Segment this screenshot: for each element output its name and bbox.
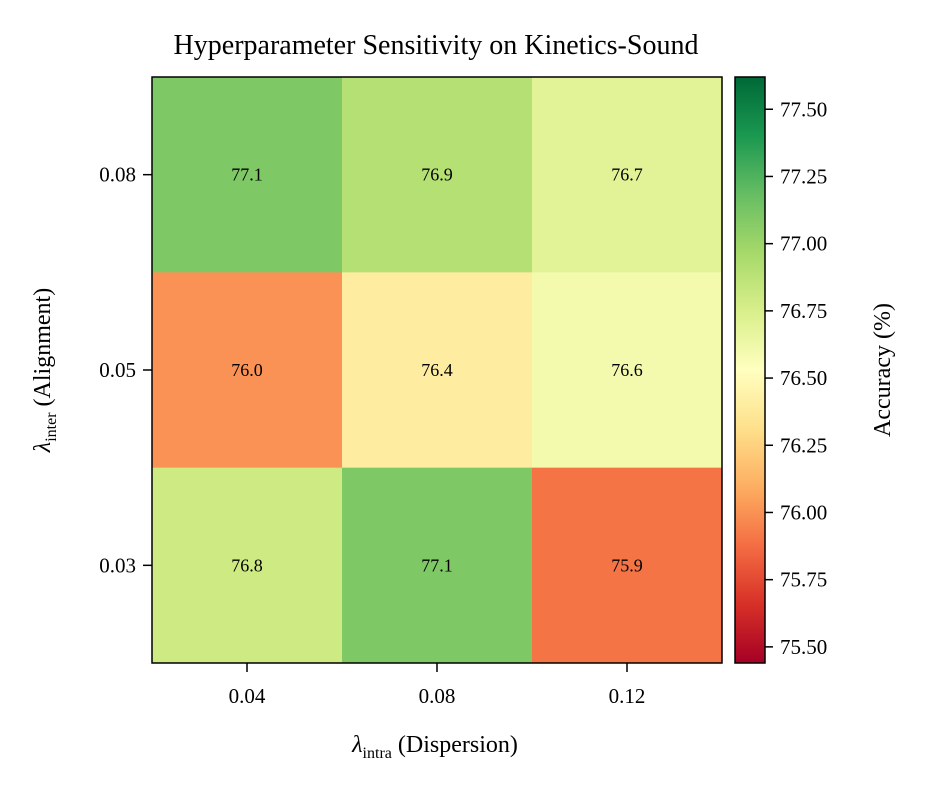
colorbar [734,76,766,664]
colorbar-ticks: 75.50 75.75 76.00 76.25 76.50 76.75 77.00 77.25… [765,97,827,659]
y-axis-subscript: inter [43,412,60,442]
x-axis-ticks: 0.04 0.08 0.12 [229,663,646,708]
colorbar-tick-label: 77.50 [780,97,827,121]
colorbar-tick-label: 77.00 [780,232,827,256]
colorbar-tick-label: 76.50 [780,366,827,390]
cell-value-label: 76.6 [611,360,643,380]
x-tick-label: 0.12 [609,684,646,708]
x-axis-label: λintra (Dispersion) [351,732,518,762]
colorbar-label: Accuracy (%) [870,303,896,437]
chart-title: Hyperparameter Sensitivity on Kinetics-S… [174,30,699,61]
heatmap-cell [152,467,343,664]
heatmap-cell [152,272,343,469]
heatmap-cell [532,467,723,664]
y-axis-label-suffix: (Alignment) [30,288,56,413]
y-tick-label: 0.03 [99,553,136,577]
heatmap-cell [342,467,533,664]
cell-value-label: 77.1 [231,165,263,185]
heatmap-cell-labels: 77.1 76.9 76.7 76.0 76.4 76.6 76.8 77.1 75.9 [231,165,643,576]
colorbar-tick-label: 76.00 [780,500,827,524]
cell-value-label: 77.1 [421,555,453,575]
y-tick-label: 0.08 [99,163,136,187]
cell-value-label: 76.8 [231,555,263,575]
heatmap-cell [342,77,533,273]
x-tick-label: 0.04 [229,684,266,708]
y-axis-symbol: λ [30,442,56,453]
cell-value-label: 75.9 [611,555,643,575]
colorbar-tick-label: 76.25 [780,433,827,457]
x-axis-symbol: λ [351,732,362,758]
y-axis-ticks: 0.08 0.05 0.03 [99,163,152,577]
heatmap-cell [532,77,723,273]
cell-value-label: 76.7 [611,165,643,185]
heatmap-cell [152,77,343,273]
y-axis-label: λinter (Alignment) [30,288,60,453]
colorbar-tick-label: 75.50 [780,635,827,659]
cell-value-label: 76.4 [421,360,453,380]
x-tick-label: 0.08 [419,684,456,708]
x-axis-subscript: intra [363,745,392,762]
cell-value-label: 76.0 [231,360,263,380]
y-tick-label: 0.05 [99,358,136,382]
colorbar-tick-label: 75.75 [780,568,827,592]
cell-value-label: 76.9 [421,165,453,185]
heatmap-cell [342,272,533,469]
x-axis-label-suffix: (Dispersion) [392,732,518,758]
heatmap-cell [532,272,723,469]
colorbar-tick-label: 77.25 [780,164,827,188]
colorbar-tick-label: 76.75 [780,299,827,323]
heatmap-cells [152,77,723,664]
